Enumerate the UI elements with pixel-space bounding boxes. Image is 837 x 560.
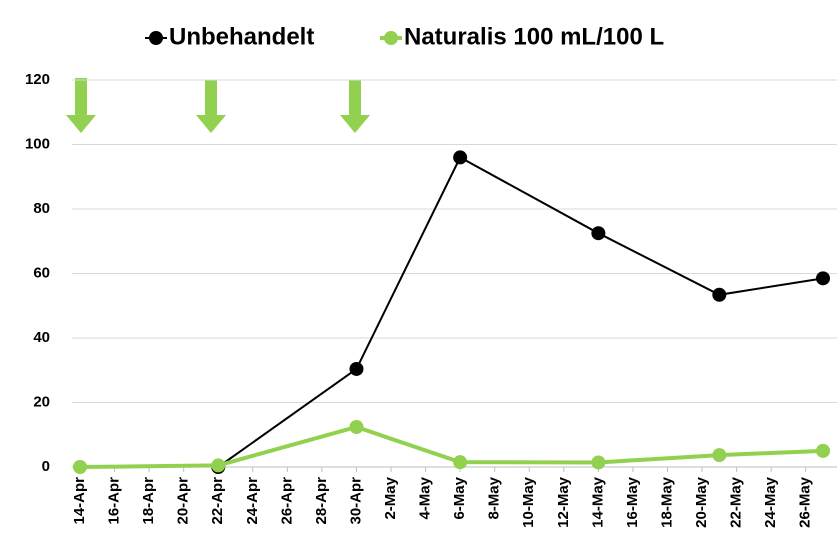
x-tick-label: 2-May [382,476,399,519]
x-tick-label: 18-Apr [140,477,157,525]
x-tick-label: 24-May [762,476,779,528]
legend-label: Naturalis 100 mL/100 L [404,23,664,50]
x-tick-label: 30-Apr [347,477,364,525]
x-tick-label: 18-May [658,476,675,528]
series-marker [349,361,364,376]
arrow [66,78,96,133]
series-marker [712,448,727,463]
series-marker [349,420,364,435]
legend-item: Naturalis 100 mL/100 L [380,23,664,50]
series-marker [816,271,830,286]
x-tick-label: 20-Apr [175,477,192,525]
series-marker [591,226,606,241]
legend-marker [149,31,163,45]
series-marker [816,443,830,458]
arrow [340,80,370,133]
x-tick-label: 6-May [451,476,468,519]
x-tick-label: 26-May [797,476,814,528]
x-tick-label: 26-Apr [278,477,295,525]
y-tick-label: 0 [42,458,50,475]
y-tick-label: 80 [33,200,50,217]
series-line [217,156,824,468]
x-tick-label: 14-May [589,476,606,528]
x-tick-label: 16-Apr [106,477,123,525]
series-marker [591,455,606,470]
legend-item: Unbehandelt [145,23,314,50]
x-tick-label: 20-May [693,476,710,528]
y-tick-label: 40 [33,329,50,346]
arrow [196,80,226,133]
x-tick-label: 12-May [555,476,572,528]
x-tick-label: 16-May [624,476,641,528]
x-tick-label: 22-May [728,476,745,528]
application-arrows [66,78,370,133]
x-tick-label: 4-May [417,476,434,519]
x-tick-label: 8-May [486,476,503,519]
y-tick-label: 20 [33,393,50,410]
series-marker [211,458,226,473]
x-tick-label: 24-Apr [244,477,261,525]
series-marker [73,460,87,474]
y-tick-label: 120 [25,71,50,88]
x-tick-label: 22-Apr [209,477,226,525]
series-marker [453,455,468,470]
legend-label: Unbehandelt [169,23,314,50]
y-tick-label: 100 [25,135,50,152]
series-marker [453,150,468,165]
x-tick-label: 28-Apr [313,477,330,525]
x-tick-label: 10-May [520,476,537,528]
x-tick-label: 14-Apr [71,477,88,525]
y-tick-label: 60 [33,264,50,281]
legend-marker [384,31,398,45]
series-marker [712,287,727,302]
